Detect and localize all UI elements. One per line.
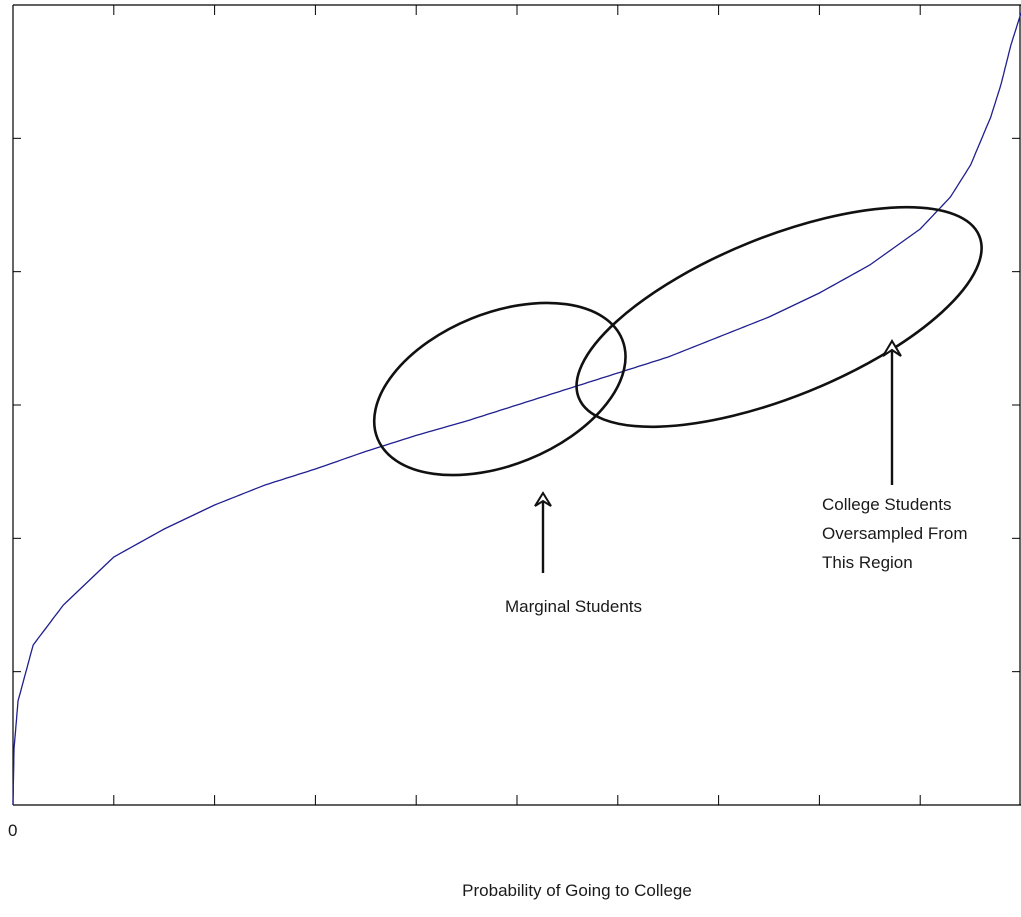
ellipse-marginal-students	[372, 301, 627, 477]
series-layer	[12, 12, 1021, 806]
arrow-head-marginal	[534, 491, 552, 507]
annotation-marginal-students: Marginal Students	[505, 597, 642, 616]
ellipse-oversampled-region	[575, 205, 983, 429]
arrow-head-oversampled	[882, 339, 902, 357]
series-line	[12, 12, 1021, 806]
x-axis-label: Probability of Going to College	[462, 881, 692, 900]
annotation-oversampled-line: This Region	[822, 553, 913, 572]
axes	[12, 4, 1021, 806]
annotation-oversampled-line: College Students	[822, 495, 951, 514]
annotation-oversampled-line: Oversampled From	[822, 524, 967, 543]
annotations-layer: Marginal Students College Students Oversam…	[372, 205, 983, 616]
x-tick-label-0: 0	[8, 821, 17, 840]
